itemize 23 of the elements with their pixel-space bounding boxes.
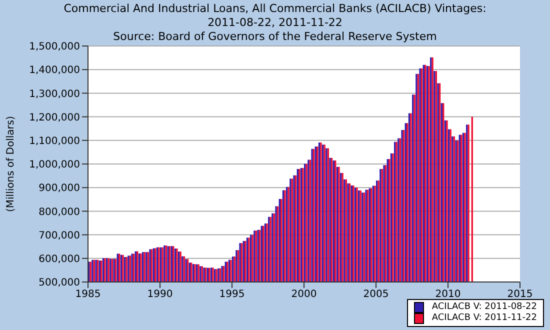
x-tick-label: 2000: [291, 289, 317, 300]
y-tick-label: 700,000: [38, 230, 80, 242]
chart-title: Commercial And Industrial Loans, All Commercial Banks (ACILACB) Vintages: 2011-08-22, 2011-11-22: [62, 2, 488, 30]
y-tick-label: 1,500,000: [29, 42, 80, 53]
legend-label: ACILACB V: 2011-11-22: [432, 313, 537, 324]
y-tick-label: 800,000: [38, 206, 80, 218]
y-tick-label: 1,300,000: [29, 88, 80, 100]
x-tick-label: 2015: [507, 289, 533, 300]
chart-subtitle: Source: Board of Governors of the Federal Reserve System: [113, 30, 437, 43]
y-tick-label: 600,000: [38, 254, 80, 265]
x-tick-label: 1995: [219, 289, 245, 300]
x-tick-label: 1990: [147, 289, 173, 300]
y-tick-label: 900,000: [38, 183, 80, 194]
y-axis-title: (Millions of Dollars): [6, 116, 17, 212]
y-tick-label: 1,000,000: [29, 160, 80, 171]
y-tick-label: 1,400,000: [29, 65, 80, 76]
x-tick-label: 2005: [363, 289, 389, 300]
y-tick-label: 500,000: [38, 278, 80, 289]
x-tick-label: 2010: [435, 289, 461, 300]
x-tick-label: 1985: [75, 289, 101, 300]
legend-label: ACILACB V: 2011-08-22: [432, 302, 537, 313]
y-tick-label: 1,200,000: [29, 112, 80, 124]
y-tick-label: 1,100,000: [29, 136, 80, 147]
